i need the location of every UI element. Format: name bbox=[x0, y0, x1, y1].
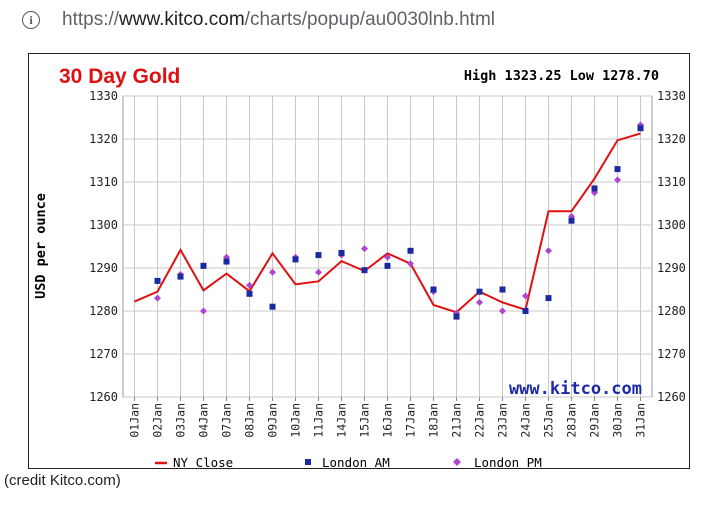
x-tick-label: 14Jan bbox=[335, 403, 349, 438]
credit-caption: (credit Kitco.com) bbox=[4, 472, 121, 489]
london-pm-point bbox=[154, 294, 161, 302]
london-pm-point bbox=[246, 281, 253, 289]
y-tick-label: 1330 bbox=[89, 89, 118, 103]
london-am-point bbox=[154, 277, 161, 284]
legend-london-am-label: London AM bbox=[322, 455, 390, 470]
url-text[interactable]: https://www.kitco.com/charts/popup/au003… bbox=[62, 9, 495, 31]
chart-frame: 1260 1270 1280 1290 1300 1310 1320 1330 1260 127… bbox=[28, 53, 690, 470]
browser-address-bar[interactable]: i https://www.kitco.com/charts/popup/au0… bbox=[0, 0, 710, 44]
x-tick-label: 30Jan bbox=[611, 403, 625, 438]
url-domain: www.kitco.com bbox=[119, 9, 245, 30]
y-tick-label: 1310 bbox=[89, 175, 118, 189]
x-tick-label: 01Jan bbox=[128, 403, 142, 438]
london-pm-point bbox=[384, 253, 391, 261]
y-tick-label: 1270 bbox=[89, 347, 118, 361]
y-tick-label: 1280 bbox=[657, 304, 686, 318]
london-pm-point bbox=[614, 176, 621, 184]
x-tick-label: 16Jan bbox=[381, 403, 395, 438]
london-pm-point bbox=[361, 245, 368, 253]
url-path: /charts/popup/au0030lnb.html bbox=[244, 9, 496, 30]
x-tick-label: 18Jan bbox=[427, 403, 441, 438]
london-am-point bbox=[476, 288, 483, 295]
x-tick-label: 29Jan bbox=[588, 403, 602, 438]
legend-london-pm-swatch bbox=[453, 458, 461, 466]
london-am-point bbox=[591, 185, 598, 192]
london-am-point bbox=[407, 247, 414, 254]
london-am-point bbox=[200, 262, 207, 269]
london-am-point bbox=[430, 286, 437, 293]
london-am-point bbox=[384, 262, 391, 269]
x-tick-label: 22Jan bbox=[473, 403, 487, 438]
y-tick-label: 1290 bbox=[89, 261, 118, 275]
legend-london-am-swatch bbox=[305, 459, 311, 465]
london-am-point bbox=[315, 252, 322, 259]
y-tick-label: 1260 bbox=[657, 390, 686, 404]
y-tick-label: 1290 bbox=[657, 261, 686, 275]
y-tick-label: 1320 bbox=[657, 132, 686, 146]
x-tick-label: 25Jan bbox=[542, 403, 556, 438]
y-tick-label: 1260 bbox=[89, 390, 118, 404]
london-pm-point bbox=[407, 260, 414, 268]
y-tick-label: 1300 bbox=[89, 218, 118, 232]
grid-lines bbox=[123, 95, 652, 401]
legend-ny-close-label: NY Close bbox=[173, 455, 233, 470]
x-tick-label: 11Jan bbox=[312, 403, 326, 438]
london-pm-point bbox=[522, 292, 529, 300]
london-pm-point bbox=[476, 298, 483, 306]
x-tick-label: 17Jan bbox=[404, 403, 418, 438]
y-tick-label: 1270 bbox=[657, 347, 686, 361]
x-tick-label: 15Jan bbox=[358, 403, 372, 438]
x-tick-label: 09Jan bbox=[266, 403, 280, 438]
london-am-point bbox=[614, 166, 621, 173]
high-low-label: High 1323.25 Low 1278.70 bbox=[464, 68, 659, 84]
legend-london-pm-label: London PM bbox=[474, 455, 542, 470]
url-prefix: https:// bbox=[62, 9, 120, 30]
x-tick-label: 10Jan bbox=[289, 403, 303, 438]
london-am-point bbox=[637, 125, 644, 132]
y-tick-label: 1300 bbox=[657, 218, 686, 232]
y-tick-label: 1280 bbox=[89, 304, 118, 318]
y-tick-labels-right: 1260 1270 1280 1290 1300 1310 1320 1330 bbox=[657, 89, 686, 404]
ny-close-line bbox=[134, 132, 641, 314]
info-icon[interactable]: i bbox=[22, 11, 40, 29]
london-pm-point bbox=[545, 247, 552, 255]
london-pm-point bbox=[499, 307, 506, 315]
london-am-point bbox=[522, 308, 529, 314]
london-am-point bbox=[338, 249, 345, 256]
x-tick-label: 24Jan bbox=[519, 403, 533, 438]
x-tick-label: 21Jan bbox=[450, 403, 464, 438]
x-tick-label: 07Jan bbox=[220, 403, 234, 438]
london-am-point bbox=[292, 256, 299, 263]
london-am-point bbox=[545, 295, 552, 302]
chart-title: 30 Day Gold bbox=[59, 65, 180, 88]
london-am-point bbox=[499, 286, 506, 293]
x-tick-label: 04Jan bbox=[197, 403, 211, 438]
london-pm-point bbox=[200, 307, 207, 315]
series-layer bbox=[134, 121, 644, 320]
london-am-point bbox=[453, 313, 460, 320]
london-am-point bbox=[361, 267, 368, 274]
london-am-point bbox=[177, 273, 184, 280]
london-pm-point bbox=[315, 268, 322, 276]
london-am-point bbox=[269, 303, 276, 310]
legend: NY Close London AM London PM bbox=[155, 455, 542, 470]
x-tick-labels: 01Jan 02Jan 03Jan 04Jan 07Jan 08Jan 09Jan 10Jan… bbox=[128, 403, 648, 438]
y-tick-label: 1320 bbox=[89, 132, 118, 146]
x-tick-label: 03Jan bbox=[174, 403, 188, 438]
y-tick-label: 1330 bbox=[657, 89, 686, 103]
x-tick-label: 02Jan bbox=[151, 403, 165, 438]
x-tick-label: 23Jan bbox=[496, 403, 510, 438]
y-tick-labels-left: 1260 1270 1280 1290 1300 1310 1320 1330 bbox=[89, 89, 118, 404]
london-am-point bbox=[223, 258, 230, 265]
gold-price-chart: 1260 1270 1280 1290 1300 1310 1320 1330 1260 127… bbox=[33, 65, 686, 470]
x-tick-label: 08Jan bbox=[243, 403, 257, 438]
london-am-point bbox=[568, 217, 575, 224]
watermark: www.kitco.com bbox=[509, 379, 642, 399]
x-tick-label: 31Jan bbox=[634, 403, 648, 438]
y-axis-label: USD per ounce bbox=[33, 193, 49, 299]
x-tick-label: 28Jan bbox=[565, 403, 579, 438]
london-pm-point bbox=[269, 268, 276, 276]
y-tick-label: 1310 bbox=[657, 175, 686, 189]
london-am-point bbox=[246, 290, 253, 297]
